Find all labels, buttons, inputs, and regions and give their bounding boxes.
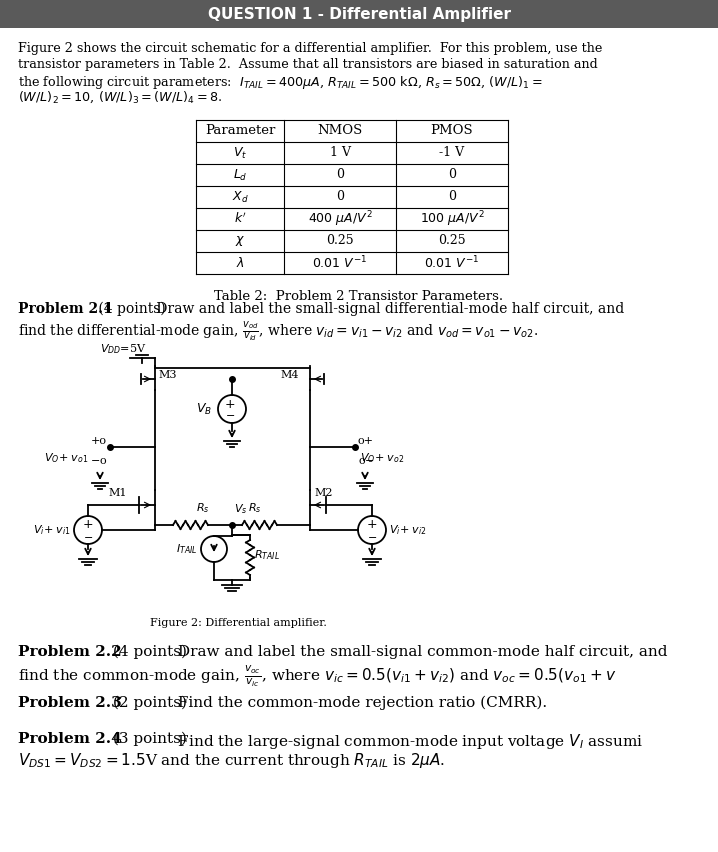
Text: Draw and label the small-signal differential-mode half circuit, and: Draw and label the small-signal differen… <box>152 302 624 316</box>
Text: +: + <box>367 519 378 532</box>
Text: M1: M1 <box>108 488 127 498</box>
Text: Problem 2.1: Problem 2.1 <box>18 302 113 316</box>
Text: $V_{DS1} = V_{DS2} = 1.5$V and the current through $R_{TAIL}$ is $2\mu A$.: $V_{DS1} = V_{DS2} = 1.5$V and the curre… <box>18 751 445 770</box>
Text: (4 points): (4 points) <box>108 645 187 659</box>
Text: $V_B$: $V_B$ <box>196 401 212 417</box>
Text: $\lambda$: $\lambda$ <box>236 256 244 270</box>
Text: Problem 2.3: Problem 2.3 <box>18 696 122 710</box>
Text: $X_d$: $X_d$ <box>232 189 248 204</box>
Text: Parameter: Parameter <box>205 124 275 137</box>
Text: $\chi$: $\chi$ <box>235 234 245 248</box>
Text: Figure 2: Differential amplifier.: Figure 2: Differential amplifier. <box>150 618 327 628</box>
Text: +: + <box>83 519 93 532</box>
Text: the following circuit parameters:  $I_{TAIL} = 400\mu A$, $R_{TAIL} = 500\ \math: the following circuit parameters: $I_{TA… <box>18 74 543 91</box>
Text: (4 points): (4 points) <box>94 302 166 316</box>
Text: $V_O$+ $v_{o2}$: $V_O$+ $v_{o2}$ <box>360 451 404 465</box>
Text: o$-$: o$-$ <box>358 456 375 466</box>
Text: PMOS: PMOS <box>431 124 473 137</box>
Text: $I_{TAIL}$: $I_{TAIL}$ <box>177 542 198 556</box>
Bar <box>0 0 718 28</box>
Text: NMOS: NMOS <box>317 124 363 137</box>
Text: Find the large-signal common-mode input voltage $V_I$ assumi: Find the large-signal common-mode input … <box>173 732 643 751</box>
Text: Figure 2 shows the circuit schematic for a differential amplifier.  For this pro: Figure 2 shows the circuit schematic for… <box>18 42 602 55</box>
Text: Problem 2.4: Problem 2.4 <box>18 732 122 746</box>
Text: 0: 0 <box>336 169 344 181</box>
Text: (3 points): (3 points) <box>108 732 187 746</box>
Text: Find the common-mode rejection ratio (CMRR).: Find the common-mode rejection ratio (CM… <box>173 696 547 711</box>
Text: $-$: $-$ <box>367 531 377 541</box>
Text: 0.25: 0.25 <box>438 234 466 247</box>
Text: $R_{TAIL}$: $R_{TAIL}$ <box>254 548 280 562</box>
Text: $-$o: $-$o <box>90 456 107 466</box>
Text: 0: 0 <box>448 191 456 204</box>
Bar <box>196 120 508 274</box>
Text: $L_d$: $L_d$ <box>233 168 247 182</box>
Text: $V_s$: $V_s$ <box>234 502 248 516</box>
Text: 1 V: 1 V <box>330 147 350 159</box>
Text: +: + <box>225 398 236 411</box>
Text: $0.01\ V^{-1}$: $0.01\ V^{-1}$ <box>312 255 368 271</box>
Text: $V_t$: $V_t$ <box>233 146 247 160</box>
Text: (2 points): (2 points) <box>108 696 187 711</box>
Text: $-$: $-$ <box>83 531 93 541</box>
Text: $V_i$+ $v_{i1}$: $V_i$+ $v_{i1}$ <box>33 523 71 537</box>
Text: $k'$: $k'$ <box>234 212 246 227</box>
Text: $V_i$+ $v_{i2}$: $V_i$+ $v_{i2}$ <box>389 523 426 537</box>
Text: $R_s$: $R_s$ <box>196 501 210 515</box>
Text: M2: M2 <box>314 488 332 498</box>
Text: $V_O$+ $v_{o1}$: $V_O$+ $v_{o1}$ <box>44 451 88 465</box>
Text: find the differential-mode gain, $\frac{v_{od}}{v_{id}}$, where $v_{id} = v_{i1}: find the differential-mode gain, $\frac{… <box>18 319 538 343</box>
Text: Problem 2.2: Problem 2.2 <box>18 645 121 659</box>
Text: $V_{DD}$=5V: $V_{DD}$=5V <box>100 343 146 356</box>
Text: $(W/L)_2 = 10$, $(W/L)_3 = (W/L)_4 = 8$.: $(W/L)_2 = 10$, $(W/L)_3 = (W/L)_4 = 8$. <box>18 90 223 106</box>
Text: $400\ \mu A/V^2$: $400\ \mu A/V^2$ <box>308 210 373 229</box>
Text: $0.01\ V^{-1}$: $0.01\ V^{-1}$ <box>424 255 480 271</box>
Text: Draw and label the small-signal common-mode half circuit, and: Draw and label the small-signal common-m… <box>173 645 668 659</box>
Text: $-$: $-$ <box>225 409 235 419</box>
Text: M4: M4 <box>280 370 299 380</box>
Text: transistor parameters in Table 2.  Assume that all transistors are biased in sat: transistor parameters in Table 2. Assume… <box>18 58 598 71</box>
Text: find the common-mode gain, $\frac{v_{oc}}{v_{ic}}$, where $v_{ic} = 0.5(v_{i1} +: find the common-mode gain, $\frac{v_{oc}… <box>18 664 616 689</box>
Text: +o: +o <box>91 436 107 446</box>
Text: $100\ \mu A/V^2$: $100\ \mu A/V^2$ <box>420 210 485 229</box>
Text: -1 V: -1 V <box>439 147 465 159</box>
Text: Table 2:  Problem 2 Transistor Parameters.: Table 2: Problem 2 Transistor Parameters… <box>215 290 503 303</box>
Text: M3: M3 <box>158 370 177 380</box>
Text: 0: 0 <box>336 191 344 204</box>
Text: QUESTION 1 - Differential Amplifier: QUESTION 1 - Differential Amplifier <box>208 7 510 21</box>
Text: $R_s$: $R_s$ <box>248 501 261 515</box>
Text: 0.25: 0.25 <box>326 234 354 247</box>
Text: 0: 0 <box>448 169 456 181</box>
Text: o+: o+ <box>358 436 374 446</box>
